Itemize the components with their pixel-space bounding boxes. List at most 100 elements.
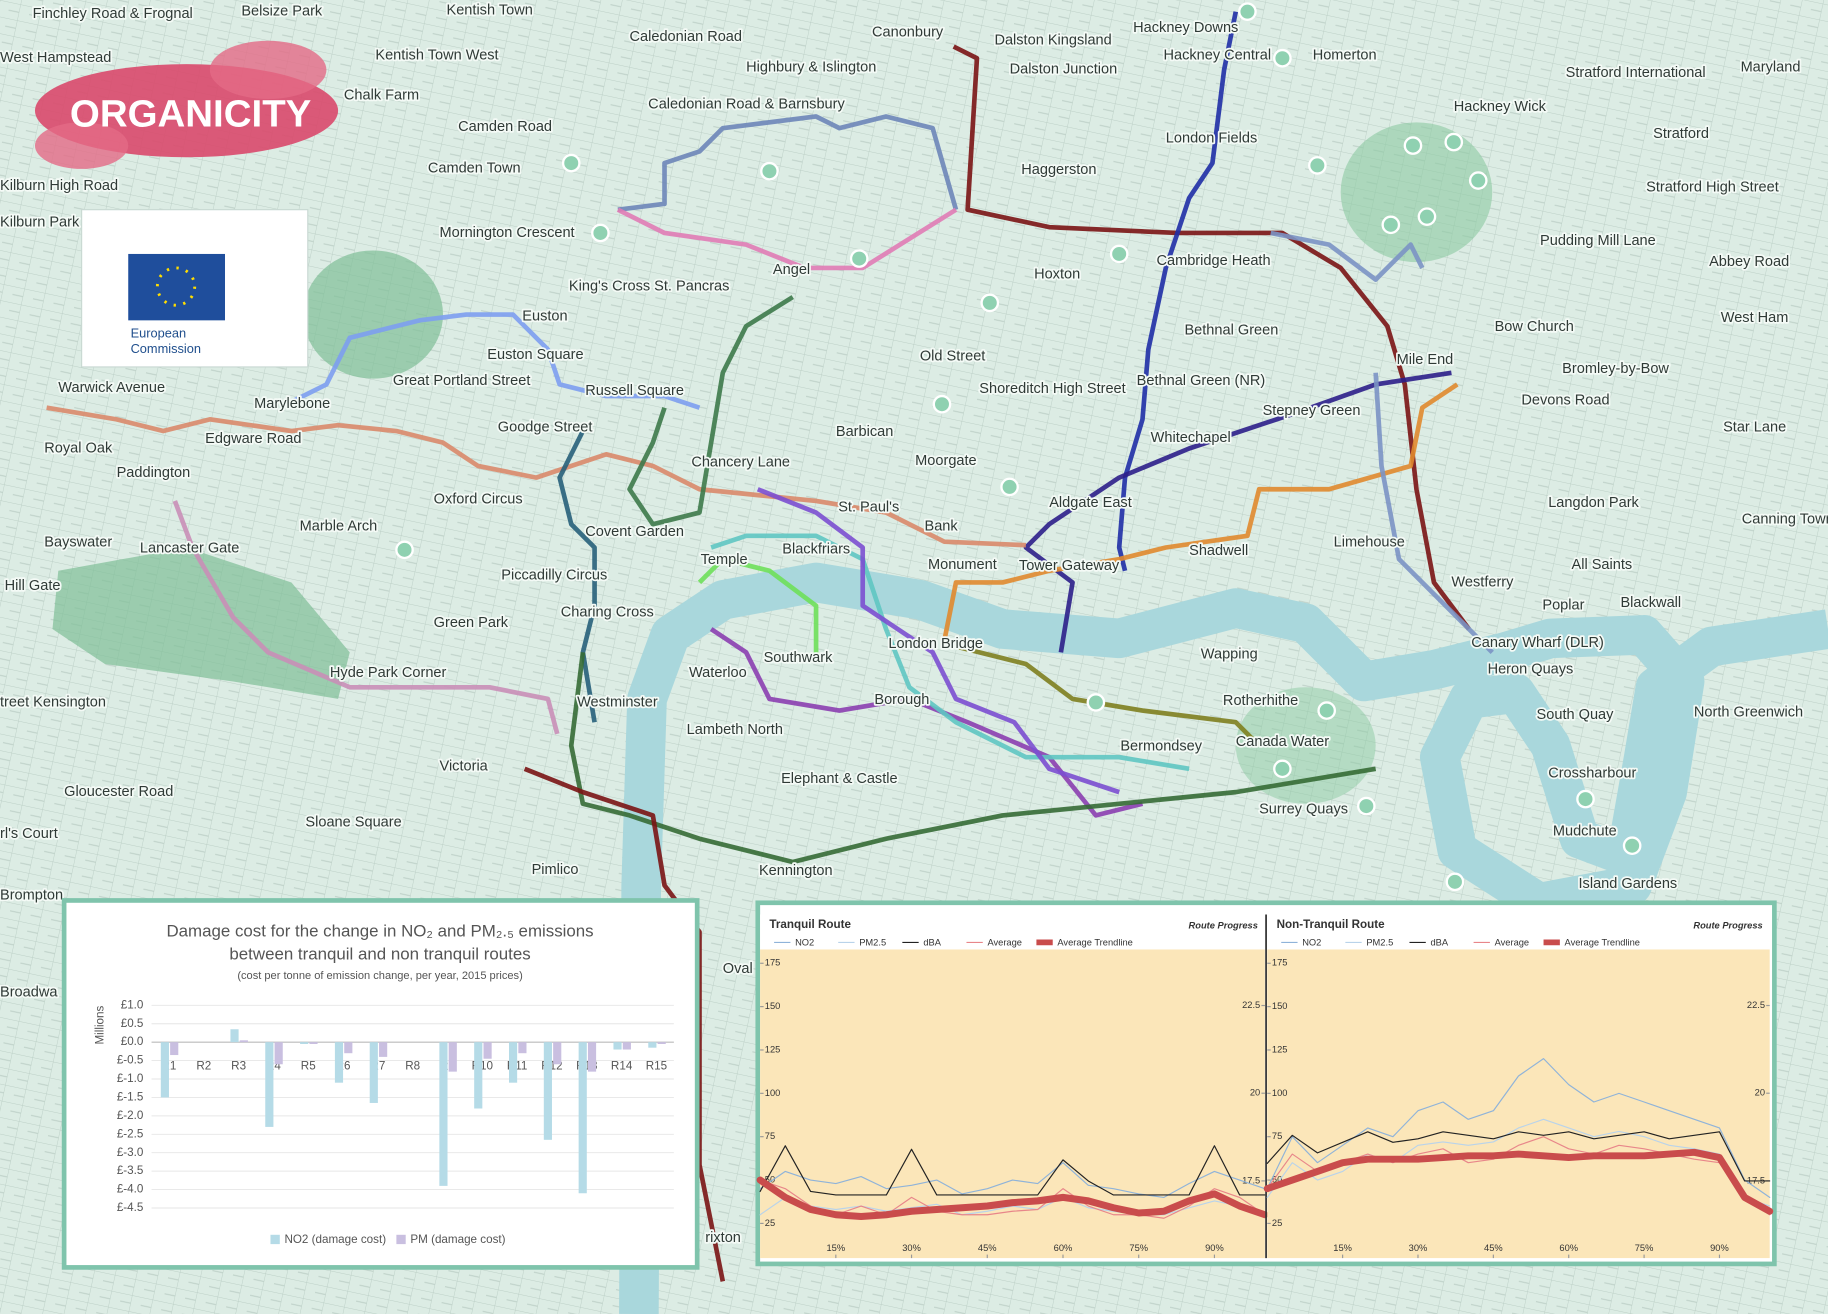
route bbox=[697, 556, 819, 653]
station-label: Paddington bbox=[117, 465, 191, 481]
bar bbox=[369, 1042, 378, 1103]
station-label: Moorgate bbox=[915, 453, 976, 469]
legend-label: PM2.5 bbox=[1366, 937, 1393, 947]
bar bbox=[265, 1042, 274, 1127]
bar bbox=[344, 1042, 353, 1054]
station-label: Broadwa bbox=[0, 984, 58, 1000]
x-tick-label: 15% bbox=[1333, 1243, 1352, 1253]
station-label: Limehouse bbox=[1334, 535, 1405, 551]
y2-tick-label: 17.5 bbox=[1242, 1175, 1260, 1185]
bar bbox=[543, 1042, 552, 1140]
legend-label: dBA bbox=[1430, 937, 1448, 947]
y-tick-label: 25 bbox=[765, 1218, 775, 1228]
poi-marker bbox=[1273, 759, 1292, 779]
route bbox=[568, 652, 1377, 865]
station-label: All Saints bbox=[1572, 557, 1633, 573]
route bbox=[627, 295, 794, 527]
river bbox=[619, 562, 1828, 1314]
poi-marker bbox=[980, 293, 1000, 313]
station-label: Stepney Green bbox=[1263, 403, 1361, 419]
y-tick-label: £0.5 bbox=[121, 1017, 144, 1030]
corner-label: Route Progress bbox=[1693, 921, 1762, 931]
bar bbox=[508, 1042, 518, 1083]
station-label: Oval bbox=[723, 961, 753, 977]
poi-marker bbox=[1468, 171, 1488, 190]
y-tick-label: £-1.5 bbox=[117, 1091, 144, 1104]
x-tick-label: R15 bbox=[646, 1060, 667, 1073]
station-label: Abbey Road bbox=[1709, 254, 1789, 270]
corner-label: Route Progress bbox=[1189, 921, 1258, 931]
station-label: Russell Square bbox=[585, 383, 684, 399]
x-tick-label: 30% bbox=[902, 1243, 921, 1253]
station-label: Camden Road bbox=[458, 119, 552, 135]
legend-swatch bbox=[270, 1234, 280, 1245]
logo-blob bbox=[34, 122, 129, 169]
station-label: Marylebone bbox=[254, 396, 330, 412]
poi-marker bbox=[1417, 207, 1437, 226]
station-label: Goodge Street bbox=[498, 419, 593, 435]
legend-label: Average Trendline bbox=[1565, 937, 1640, 947]
poi-marker bbox=[932, 394, 952, 414]
station-label: Temple bbox=[701, 552, 748, 568]
y-tick-label: 150 bbox=[765, 1001, 781, 1011]
station-label: Caledonian Road & Barnsbury bbox=[648, 97, 845, 113]
legend-label: Average bbox=[1495, 937, 1530, 947]
station-label: Piccadilly Circus bbox=[501, 567, 607, 583]
x-tick-label: 75% bbox=[1635, 1243, 1654, 1253]
station-label: Victoria bbox=[440, 758, 489, 774]
station-label: Pimlico bbox=[532, 862, 579, 878]
bar bbox=[483, 1042, 492, 1059]
x-tick-label: 30% bbox=[1409, 1243, 1428, 1253]
poi-marker bbox=[561, 153, 581, 173]
station-label: Oxford Circus bbox=[434, 492, 523, 508]
station-label: Langdon Park bbox=[1548, 495, 1639, 511]
poi-marker bbox=[1445, 872, 1465, 892]
station-label: London Bridge bbox=[888, 636, 983, 652]
logo-blob bbox=[209, 40, 327, 100]
station-label: Dalston Kingsland bbox=[994, 33, 1111, 49]
y-tick-label: 50 bbox=[1272, 1175, 1282, 1185]
y-tick-label: £-3.5 bbox=[117, 1164, 144, 1177]
y-tick-label: 75 bbox=[765, 1131, 775, 1141]
station-label: Bethnal Green (NR) bbox=[1137, 373, 1266, 389]
y-tick-label: 125 bbox=[765, 1044, 781, 1054]
y-tick-label: 150 bbox=[1272, 1001, 1288, 1011]
station-label: Island Gardens bbox=[1579, 876, 1678, 892]
poi-marker bbox=[1273, 48, 1292, 68]
series-line bbox=[756, 1176, 1269, 1220]
y-axis-label: Millions bbox=[93, 1006, 106, 1045]
station-label: Old Street bbox=[920, 348, 986, 364]
station-label: Whitechapel bbox=[1151, 430, 1231, 446]
station-label: Canary Wharf (DLR) bbox=[1471, 635, 1604, 651]
y2-tick-label: 22.5 bbox=[1747, 1000, 1765, 1010]
route bbox=[710, 533, 1190, 772]
station-label: Barbican bbox=[836, 424, 893, 440]
station-label: Kilburn Park bbox=[0, 214, 80, 230]
poi-marker bbox=[395, 540, 414, 560]
series-line bbox=[759, 1162, 1266, 1198]
x-tick-label: 45% bbox=[1484, 1243, 1503, 1253]
poi-marker bbox=[1444, 132, 1464, 152]
poi-marker bbox=[1238, 2, 1257, 21]
station-label: Euston Square bbox=[487, 347, 583, 363]
y2-tick-label: 22.5 bbox=[1242, 1000, 1260, 1010]
y-tick-label: £-2.0 bbox=[117, 1109, 144, 1122]
station-label: King's Cross St. Pancras bbox=[569, 278, 730, 294]
station-label: Finchley Road & Frognal bbox=[33, 6, 193, 22]
poi-marker bbox=[1086, 693, 1106, 712]
station-label: Marble Arch bbox=[300, 518, 378, 534]
station-label: Chalk Farm bbox=[344, 87, 419, 103]
station-label: Blackfriars bbox=[782, 542, 850, 558]
series-line bbox=[1263, 1148, 1774, 1215]
header-background bbox=[1267, 914, 1770, 950]
poi-marker bbox=[1000, 477, 1019, 497]
y-tick-label: £-3.0 bbox=[117, 1146, 144, 1159]
bar bbox=[239, 1040, 248, 1043]
station-label: Bermondsey bbox=[1120, 739, 1202, 755]
y2-tick-label: 17.5 bbox=[1747, 1175, 1765, 1185]
station-label: Surrey Quays bbox=[1259, 801, 1348, 817]
y-tick-label: £-4.5 bbox=[117, 1201, 144, 1214]
station-label: Stratford High Street bbox=[1646, 179, 1779, 195]
x-tick-label: R8 bbox=[405, 1060, 420, 1073]
